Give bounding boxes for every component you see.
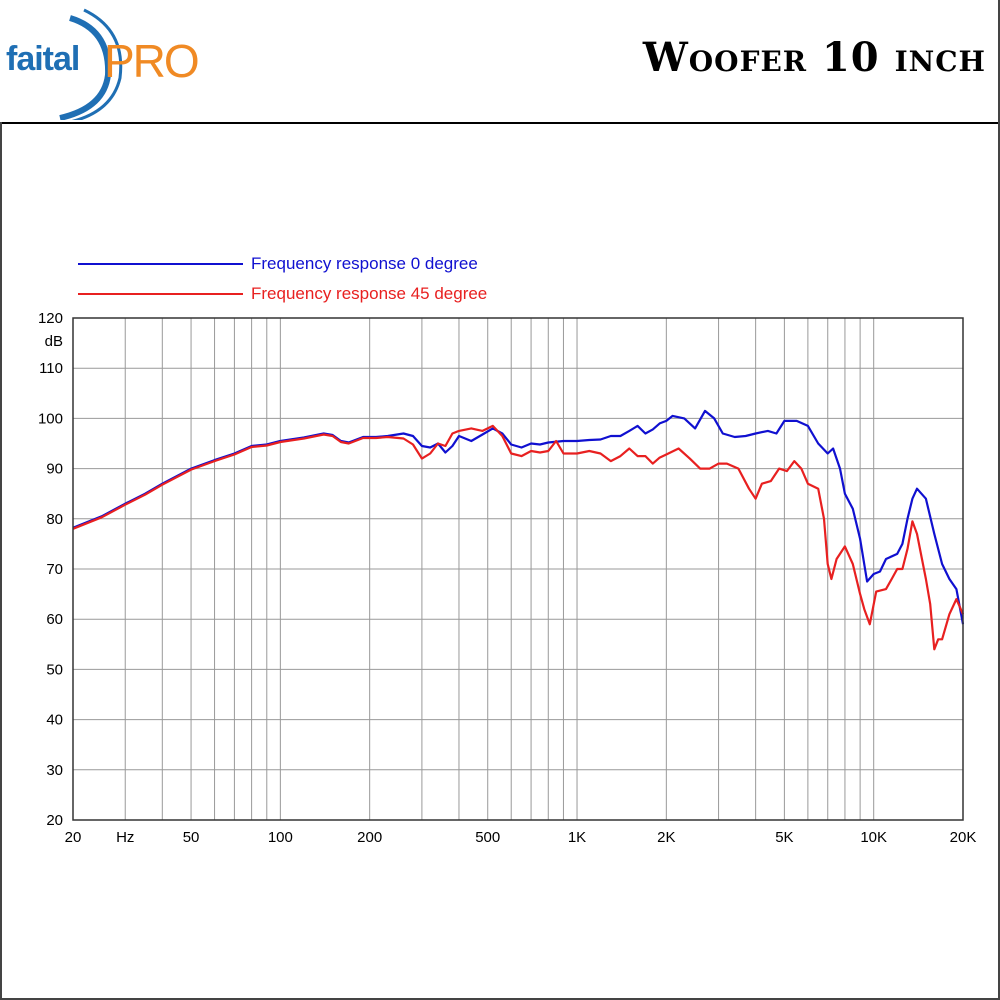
x-tick-label: 20	[65, 829, 82, 846]
x-tick-label: 50	[183, 829, 200, 846]
y-tick-label: 40	[46, 712, 63, 729]
chart-axes: 120 110 100 90 80 70 60 50 40 30 20 dB 20 Hz 50 100 200 5…	[38, 310, 976, 846]
x-tick-label: 2K	[657, 829, 675, 846]
series-line-0-degree	[72, 409, 965, 625]
header-divider	[0, 122, 1000, 124]
legend-entry-label: Frequency response 45 degree	[251, 284, 487, 303]
logo-pro-text: PRO	[104, 35, 200, 87]
x-tick-label: 200	[357, 829, 382, 846]
page-title: Woofer 10 inch	[642, 34, 986, 81]
chart-grid	[73, 318, 963, 820]
x-tick-label: 1K	[568, 829, 586, 846]
x-tick-label: 10K	[860, 829, 887, 846]
legend-entry-label: Frequency response 0 degree	[251, 254, 478, 273]
chart-series	[72, 409, 965, 651]
x-tick-label: 500	[475, 829, 500, 846]
chart-legend: Frequency response 0 degree Frequency res…	[78, 254, 487, 303]
y-tick-label: 90	[46, 461, 63, 478]
y-tick-label: 110	[39, 360, 63, 377]
logo-swoosh-icon	[59, 8, 123, 120]
x-tick-label: 20K	[950, 829, 977, 846]
y-tick-label: 80	[46, 511, 63, 528]
y-tick-label: 100	[38, 410, 63, 427]
y-tick-label: 30	[46, 762, 63, 779]
frame-right-border	[998, 0, 1000, 1000]
series-line-45-degree	[72, 424, 965, 651]
y-tick-label: 120	[38, 310, 63, 327]
plot-frame	[72, 317, 964, 821]
brand-logo: faital PRO	[0, 0, 210, 120]
frame-bottom-border	[0, 998, 1000, 1000]
x-tick-label: 5K	[775, 829, 793, 846]
y-tick-label: 60	[46, 611, 63, 628]
frame-left-border	[0, 122, 2, 1000]
x-tick-label: 100	[268, 829, 293, 846]
logo-brand-text: faital	[6, 40, 80, 78]
x-tick-label: Hz	[116, 829, 134, 846]
y-tick-label: 70	[46, 561, 63, 578]
y-tick-label: 50	[46, 661, 63, 678]
y-axis-unit-label: dB	[45, 333, 63, 350]
y-tick-label: 20	[46, 812, 63, 829]
